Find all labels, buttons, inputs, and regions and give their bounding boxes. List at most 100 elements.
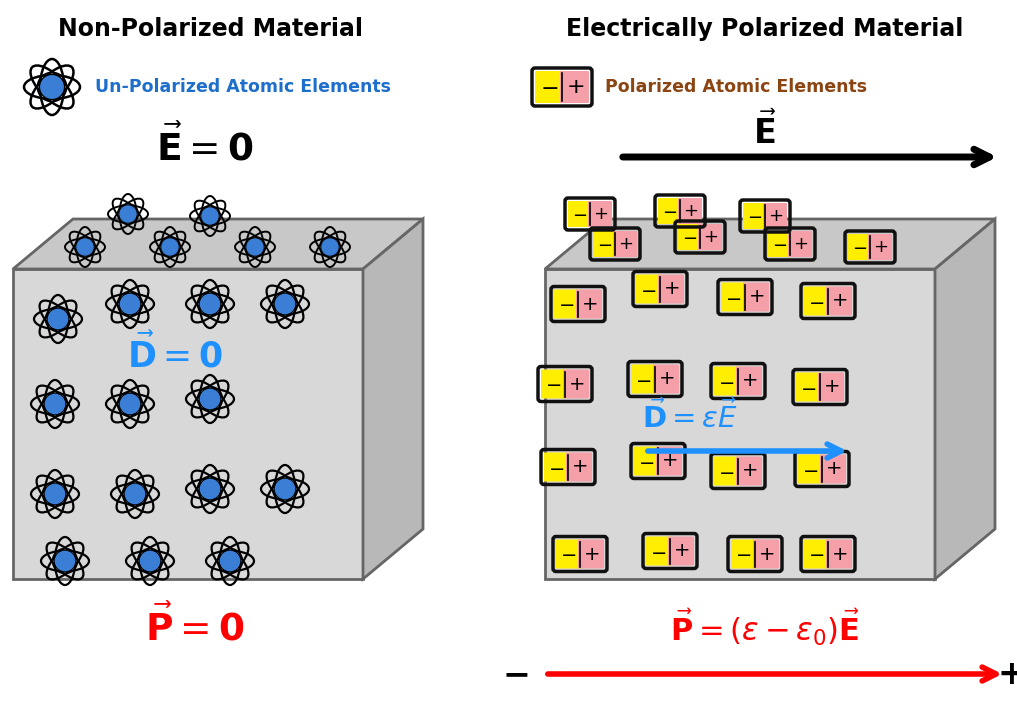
Circle shape — [125, 484, 144, 503]
Text: Non-Polarized Material: Non-Polarized Material — [58, 17, 362, 41]
FancyBboxPatch shape — [636, 274, 662, 303]
Text: $+$: $+$ — [683, 202, 698, 220]
FancyBboxPatch shape — [588, 201, 612, 227]
Circle shape — [41, 76, 63, 99]
Text: $-$: $-$ — [641, 279, 657, 298]
Text: $\vec{\mathbf{D}} = \mathbf{0}$: $\vec{\mathbf{D}} = \mathbf{0}$ — [127, 333, 223, 375]
FancyBboxPatch shape — [743, 282, 769, 311]
Text: $+$: $+$ — [826, 459, 842, 479]
Text: $+$: $+$ — [831, 545, 848, 564]
FancyBboxPatch shape — [535, 71, 564, 103]
FancyBboxPatch shape — [631, 364, 657, 393]
Circle shape — [46, 484, 65, 503]
FancyBboxPatch shape — [544, 452, 570, 481]
FancyBboxPatch shape — [804, 540, 830, 569]
Text: $+$: $+$ — [741, 372, 758, 391]
FancyBboxPatch shape — [763, 203, 787, 229]
Circle shape — [276, 294, 295, 313]
Text: $-$: $-$ — [639, 452, 655, 471]
FancyBboxPatch shape — [658, 198, 682, 224]
Circle shape — [140, 552, 160, 571]
FancyBboxPatch shape — [743, 203, 767, 229]
FancyBboxPatch shape — [698, 224, 722, 250]
Circle shape — [46, 394, 65, 413]
Polygon shape — [545, 269, 935, 579]
FancyBboxPatch shape — [714, 367, 740, 396]
Text: $+$: $+$ — [593, 205, 608, 223]
FancyBboxPatch shape — [826, 286, 852, 316]
Text: $+$: $+$ — [569, 374, 585, 393]
FancyBboxPatch shape — [848, 234, 872, 260]
Text: $+$: $+$ — [663, 279, 679, 298]
Text: $\mathbf{+}$: $\mathbf{+}$ — [997, 657, 1017, 691]
FancyBboxPatch shape — [678, 198, 702, 224]
Text: $-$: $-$ — [662, 202, 677, 220]
FancyBboxPatch shape — [868, 234, 892, 260]
Text: $-$: $-$ — [560, 545, 577, 564]
Text: Polarized Atomic Elements: Polarized Atomic Elements — [605, 78, 868, 96]
FancyBboxPatch shape — [768, 231, 792, 257]
Text: Un-Polarized Atomic Elements: Un-Polarized Atomic Elements — [95, 78, 391, 96]
Circle shape — [247, 239, 263, 255]
Text: Electrically Polarized Material: Electrically Polarized Material — [566, 17, 964, 41]
Text: $-$: $-$ — [725, 288, 741, 306]
Text: $\vec{\mathbf{E}} = \mathbf{0}$: $\vec{\mathbf{E}} = \mathbf{0}$ — [156, 125, 254, 169]
FancyBboxPatch shape — [554, 289, 580, 318]
Circle shape — [200, 294, 220, 313]
Circle shape — [120, 294, 139, 313]
Circle shape — [162, 239, 178, 255]
FancyBboxPatch shape — [566, 452, 592, 481]
Circle shape — [202, 208, 218, 224]
Text: $+$: $+$ — [703, 228, 718, 246]
Circle shape — [200, 479, 220, 498]
FancyBboxPatch shape — [826, 540, 852, 569]
FancyBboxPatch shape — [656, 447, 682, 476]
FancyBboxPatch shape — [796, 372, 822, 401]
Polygon shape — [13, 269, 363, 579]
Text: $-$: $-$ — [772, 235, 787, 253]
Polygon shape — [13, 219, 423, 269]
Text: $-$: $-$ — [746, 207, 762, 225]
FancyBboxPatch shape — [753, 540, 779, 569]
FancyBboxPatch shape — [653, 364, 679, 393]
Circle shape — [120, 206, 136, 222]
Text: $\vec{\mathbf{D}} = \varepsilon\vec{E}$: $\vec{\mathbf{D}} = \varepsilon\vec{E}$ — [642, 400, 738, 434]
FancyBboxPatch shape — [731, 540, 757, 569]
Text: $+$: $+$ — [582, 294, 598, 313]
Text: $+$: $+$ — [673, 542, 690, 561]
Circle shape — [49, 309, 67, 328]
FancyBboxPatch shape — [820, 454, 846, 484]
Text: $+$: $+$ — [831, 291, 848, 311]
FancyBboxPatch shape — [576, 289, 602, 318]
FancyBboxPatch shape — [563, 369, 589, 398]
Text: $-$: $-$ — [802, 459, 819, 479]
Text: $+$: $+$ — [572, 457, 588, 476]
FancyBboxPatch shape — [818, 372, 844, 401]
Polygon shape — [545, 219, 995, 269]
Text: $+$: $+$ — [768, 207, 783, 225]
Text: $-$: $-$ — [545, 374, 561, 393]
Polygon shape — [935, 219, 995, 579]
Text: $+$: $+$ — [741, 462, 758, 481]
Text: $-$: $-$ — [540, 77, 558, 97]
Circle shape — [221, 552, 240, 571]
Text: $+$: $+$ — [824, 377, 840, 396]
Text: $+$: $+$ — [565, 77, 584, 97]
FancyBboxPatch shape — [541, 369, 567, 398]
Circle shape — [276, 479, 295, 498]
FancyBboxPatch shape — [678, 224, 702, 250]
Circle shape — [77, 239, 93, 255]
Text: $-$: $-$ — [718, 372, 734, 391]
Text: $\vec{\mathbf{E}}$: $\vec{\mathbf{E}}$ — [754, 111, 777, 151]
Text: $+$: $+$ — [658, 369, 674, 389]
FancyBboxPatch shape — [613, 231, 637, 257]
FancyBboxPatch shape — [560, 71, 589, 103]
FancyBboxPatch shape — [788, 231, 812, 257]
Text: $+$: $+$ — [618, 235, 633, 253]
Polygon shape — [363, 219, 423, 579]
FancyBboxPatch shape — [634, 447, 660, 476]
Text: $\mathbf{-}$: $\mathbf{-}$ — [501, 657, 528, 691]
Text: $+$: $+$ — [584, 545, 600, 564]
Circle shape — [55, 552, 74, 571]
Text: $-$: $-$ — [558, 294, 575, 313]
